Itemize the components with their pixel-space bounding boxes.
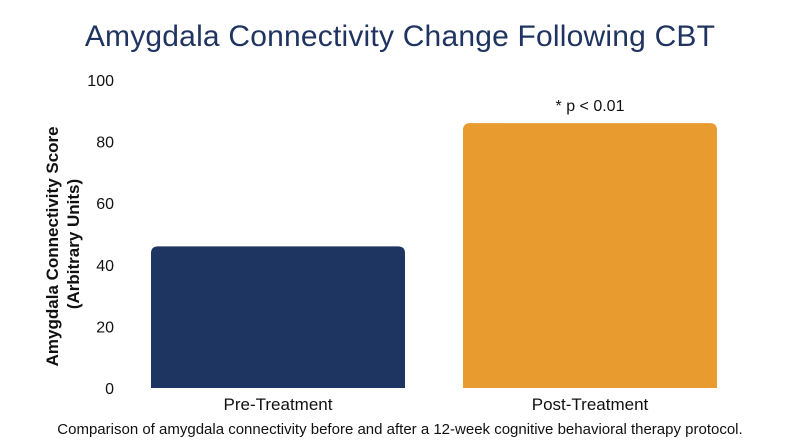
x-axis-labels: Pre-Treatment Post-Treatment	[224, 395, 649, 414]
y-tick-label: 20	[96, 319, 114, 336]
y-axis-label: Amygdala Connectivity Score (Arbitrary U…	[43, 122, 83, 367]
y-tick-label: 0	[105, 381, 114, 398]
chart-title: Amygdala Connectivity Change Following C…	[84, 20, 716, 53]
y-tick-label: 100	[87, 73, 114, 90]
y-axis-ticks: 0 20 40 60 80 100	[87, 73, 114, 398]
y-tick-label: 80	[96, 135, 114, 152]
bars	[151, 123, 717, 389]
significance-annotation: * p < 0.01	[556, 98, 625, 115]
y-axis-label-line-1: Amygdala Connectivity Score	[43, 126, 62, 366]
bar-pre-treatment	[151, 246, 405, 388]
x-tick-label: Pre-Treatment	[224, 395, 333, 414]
x-tick-label: Post-Treatment	[532, 395, 649, 414]
y-tick-label: 40	[96, 258, 114, 275]
y-tick-label: 60	[96, 196, 114, 213]
bar-post-treatment	[463, 123, 717, 389]
chart-caption: Comparison of amygdala connectivity befo…	[57, 421, 743, 438]
y-axis-label-line-2: (Arbitrary Units)	[64, 179, 83, 309]
